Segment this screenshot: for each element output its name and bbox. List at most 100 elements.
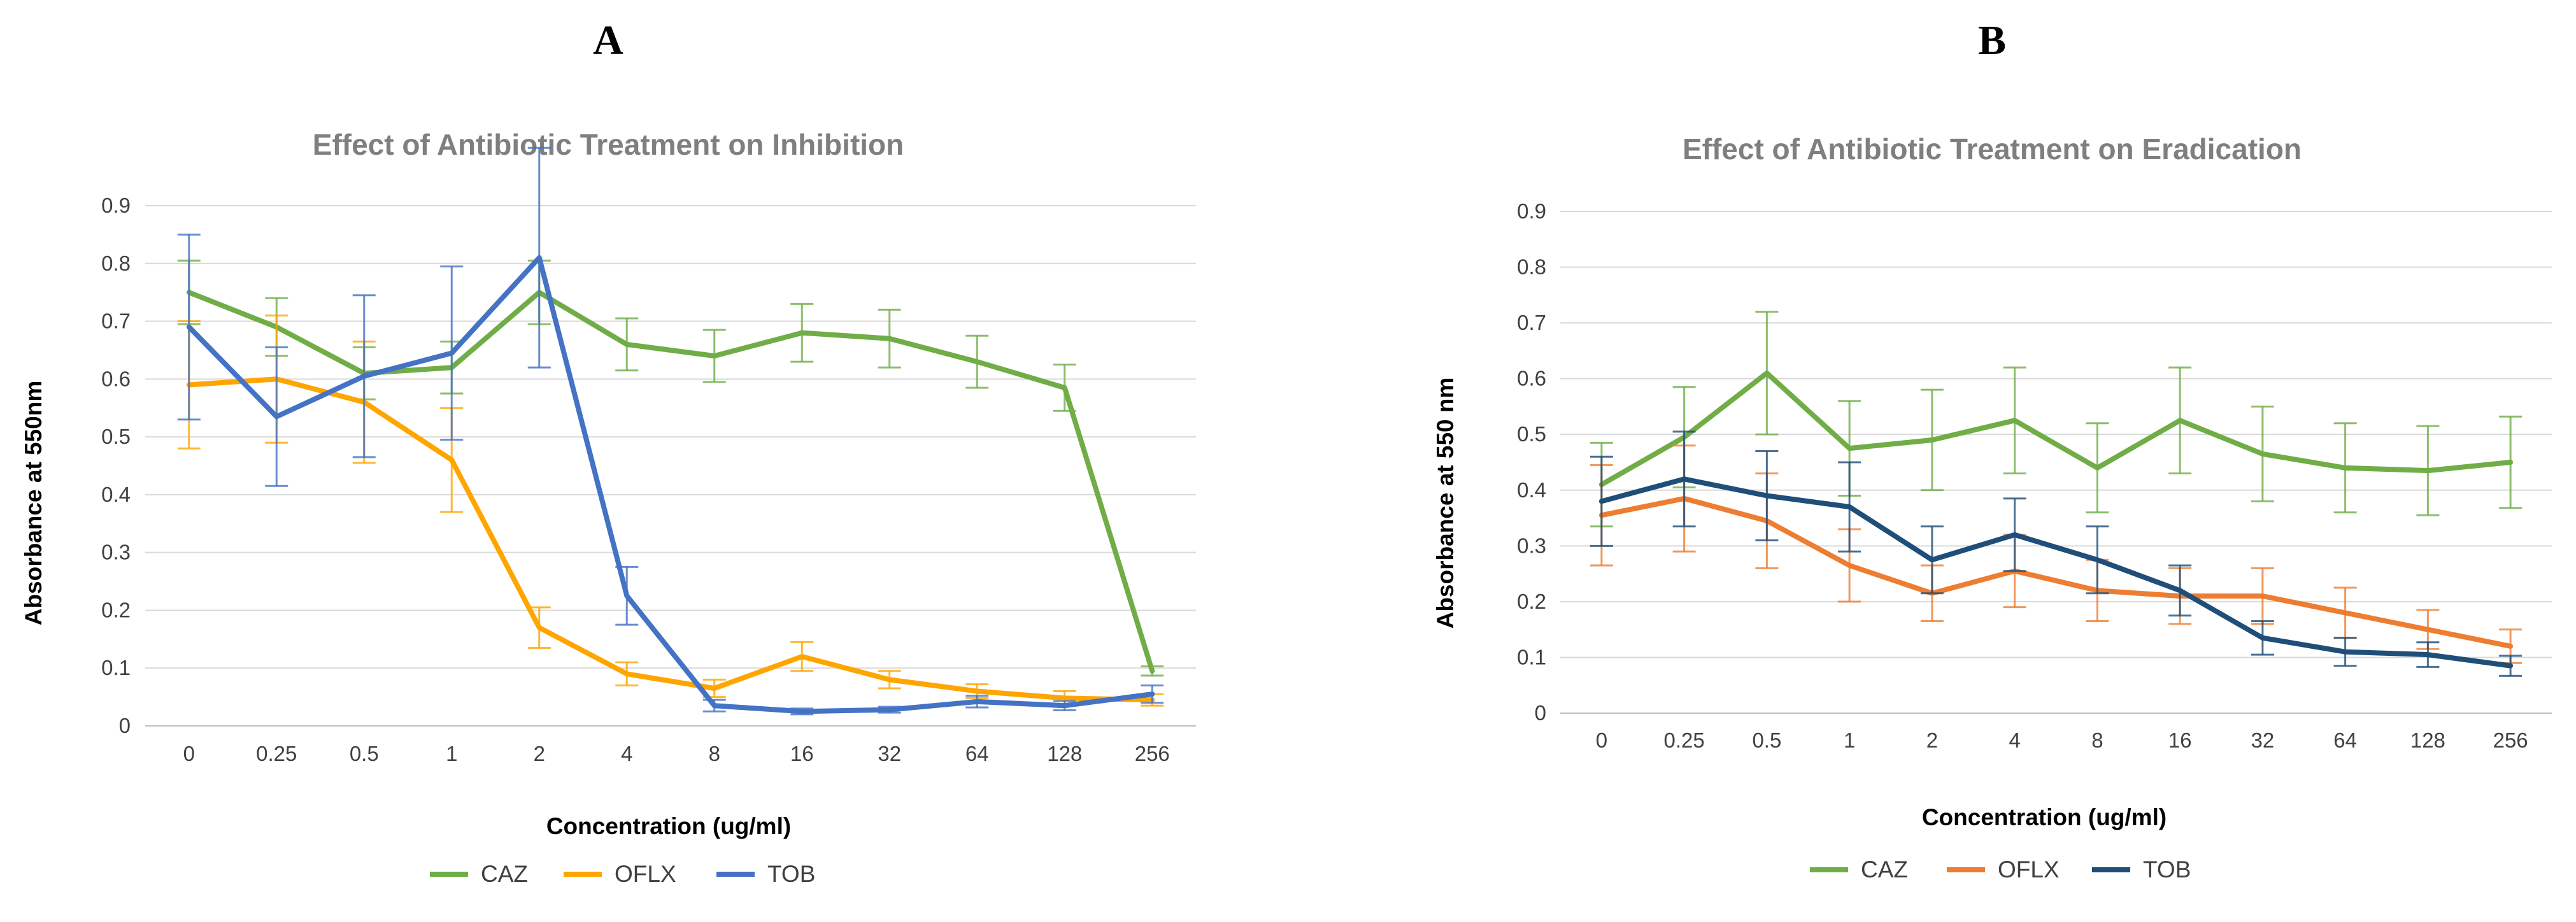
chart-b-y-tick-label: 0.3	[1517, 534, 1546, 557]
chart-b-caz-error-bar	[2251, 405, 2274, 502]
chart-b-series-tob	[1590, 430, 2523, 677]
chart-b-caz-error-bar	[1755, 311, 1779, 436]
chart-b-tob-error-bar	[2499, 655, 2523, 677]
chart-b-x-tick-label: 0	[1596, 728, 1607, 752]
chart-a-tob-error-bar	[527, 146, 551, 369]
chart-a-oflx-error-bar	[527, 606, 551, 649]
chart-b-tob-error-bar	[1755, 450, 1779, 542]
chart-b-tob-error-bar	[2333, 637, 2357, 667]
chart-b-caz-error-bar	[2086, 422, 2109, 514]
chart-b-x-tick-label: 32	[2251, 728, 2275, 752]
chart-b-caz-error-bar	[2003, 366, 2026, 475]
chart-b-tob-error-bar	[2168, 564, 2192, 617]
chart-a-tob-error-bar	[965, 695, 989, 709]
chart-a-y-tick-label: 0.4	[101, 483, 131, 506]
chart-b-tob-line	[1598, 476, 2514, 669]
panel-a-letter: A	[593, 17, 623, 64]
chart-b-tob-error-bar	[1590, 455, 1613, 547]
chart-a-caz-error-bar	[615, 317, 639, 372]
chart-b-tob-error-bar	[2251, 620, 2274, 656]
legend-tob-label: TOB	[2143, 856, 2191, 883]
chart-a-tob-error-bar	[790, 707, 814, 716]
legend-caz-label: CAZ	[1861, 856, 1908, 883]
chart-b-x-axis-label: Concentration (ug/ml)	[1922, 804, 2167, 830]
chart-a-tob-error-bar	[615, 565, 639, 626]
chart-b-caz-error-bar	[1920, 388, 1944, 492]
chart-a-caz-error-bar	[965, 334, 989, 389]
chart-b-x-tick-label: 256	[2493, 728, 2528, 752]
legend-oflx-label: OFLX	[1998, 856, 2060, 883]
chart-a-x-tick-label: 256	[1135, 742, 1170, 765]
chart-a-x-tick-label: 2	[534, 742, 545, 765]
chart-b-caz-error-bar	[2168, 366, 2192, 475]
chart-a-series-caz	[177, 259, 1164, 677]
legend-tob-label: TOB	[767, 861, 815, 887]
chart-a-tob-error-bar	[177, 233, 201, 421]
chart-a-caz-error-bar	[1141, 665, 1164, 677]
chart-b-x-tick-label: 1	[1844, 728, 1855, 752]
chart-b-y-tick-label: 0.9	[1517, 199, 1546, 223]
chart-a-tob-error-bar	[265, 346, 288, 487]
chart-b-y-tick-label: 0.2	[1517, 590, 1546, 613]
chart-b-x-tick-label: 16	[2168, 728, 2192, 752]
chart-a-oflx-error-bar	[878, 670, 901, 690]
chart-b-caz-error-bar	[2416, 425, 2440, 516]
chart-inhibition: Effect of Antibiotic Treatment on Inhibi…	[20, 128, 1196, 887]
chart-a-caz-line	[186, 290, 1155, 674]
chart-a-x-tick-label: 4	[621, 742, 632, 765]
chart-a-tob-line	[186, 255, 1155, 714]
chart-a-y-tick-label: 0.7	[101, 309, 131, 333]
chart-b-x-tick-label: 4	[2009, 728, 2020, 752]
chart-a-x-axis-label: Concentration (ug/ml)	[546, 813, 791, 839]
chart-b-series-oflx	[1590, 444, 2523, 664]
chart-eradication: Effect of Antibiotic Treatment on Eradic…	[1432, 132, 2552, 883]
chart-b-x-tick-label: 0.25	[1664, 728, 1705, 752]
chart-b-legend: CAZ OFLX TOB	[1810, 856, 2191, 883]
legend-oflx-label: OFLX	[615, 861, 676, 887]
chart-a-y-tick-label: 0.6	[101, 367, 131, 390]
chart-b-tob-error-bar	[1672, 430, 1696, 528]
chart-a-tob-error-bar	[1053, 700, 1076, 711]
chart-b-x-tick-label: 2	[1926, 728, 1938, 752]
chart-a-y-tick-label: 0.5	[101, 425, 131, 448]
chart-b-oflx-line	[1598, 495, 2514, 649]
chart-a-x-tick-label: 8	[709, 742, 720, 765]
chart-a-gridlines	[145, 205, 1196, 727]
chart-b-gridlines	[1560, 211, 2552, 714]
chart-b-y-tick-label: 0	[1535, 701, 1546, 725]
chart-a-tob-error-bar	[352, 294, 376, 458]
chart-a-tob-error-bar	[878, 706, 901, 714]
chart-b-y-tick-label: 0.5	[1517, 422, 1546, 446]
chart-a-caz-error-bar	[878, 308, 901, 369]
chart-a-y-tick-label: 0.9	[101, 194, 131, 217]
chart-a-y-tick-label: 0	[119, 714, 131, 737]
chart-b-title: Effect of Antibiotic Treatment on Eradic…	[1683, 132, 2302, 166]
chart-a-oflx-line	[186, 376, 1155, 703]
chart-a-caz-error-bar	[790, 302, 814, 363]
chart-a-x-tick-label: 16	[790, 742, 814, 765]
chart-b-y-tick-label: 0.1	[1517, 645, 1546, 669]
chart-a-x-tick-label: 32	[878, 742, 901, 765]
chart-a-caz-error-bar	[1053, 364, 1076, 412]
chart-b-x-tick-label: 0.5	[1752, 728, 1781, 752]
chart-a-series-tob	[177, 146, 1164, 716]
chart-b-y-tick-label: 0.8	[1517, 255, 1546, 279]
chart-a-legend: CAZ OFLX TOB	[430, 861, 815, 887]
chart-b-series-caz	[1590, 311, 2523, 528]
chart-b-caz-error-bar	[2499, 415, 2523, 509]
chart-b-caz-error-bar	[2333, 422, 2357, 514]
chart-a-y-tick-label: 0.2	[101, 598, 131, 621]
chart-b-tob-error-bar	[2003, 497, 2026, 572]
chart-a-title: Effect of Antibiotic Treatment on Inhibi…	[313, 128, 904, 161]
chart-b-y-axis-label: Absorbance at 550 nm	[1432, 378, 1458, 629]
chart-a-y-tick-label: 0.3	[101, 541, 131, 564]
chart-b-caz-line	[1598, 370, 2514, 487]
chart-b-x-tick-label: 64	[2333, 728, 2357, 752]
chart-b-x-tick-label: 128	[2410, 728, 2445, 752]
chart-a-x-tick-label: 0	[183, 742, 195, 765]
chart-a-tob-error-bar	[440, 265, 464, 441]
chart-a-tob-error-bar	[1141, 684, 1164, 704]
chart-a-caz-error-bar	[702, 329, 726, 383]
